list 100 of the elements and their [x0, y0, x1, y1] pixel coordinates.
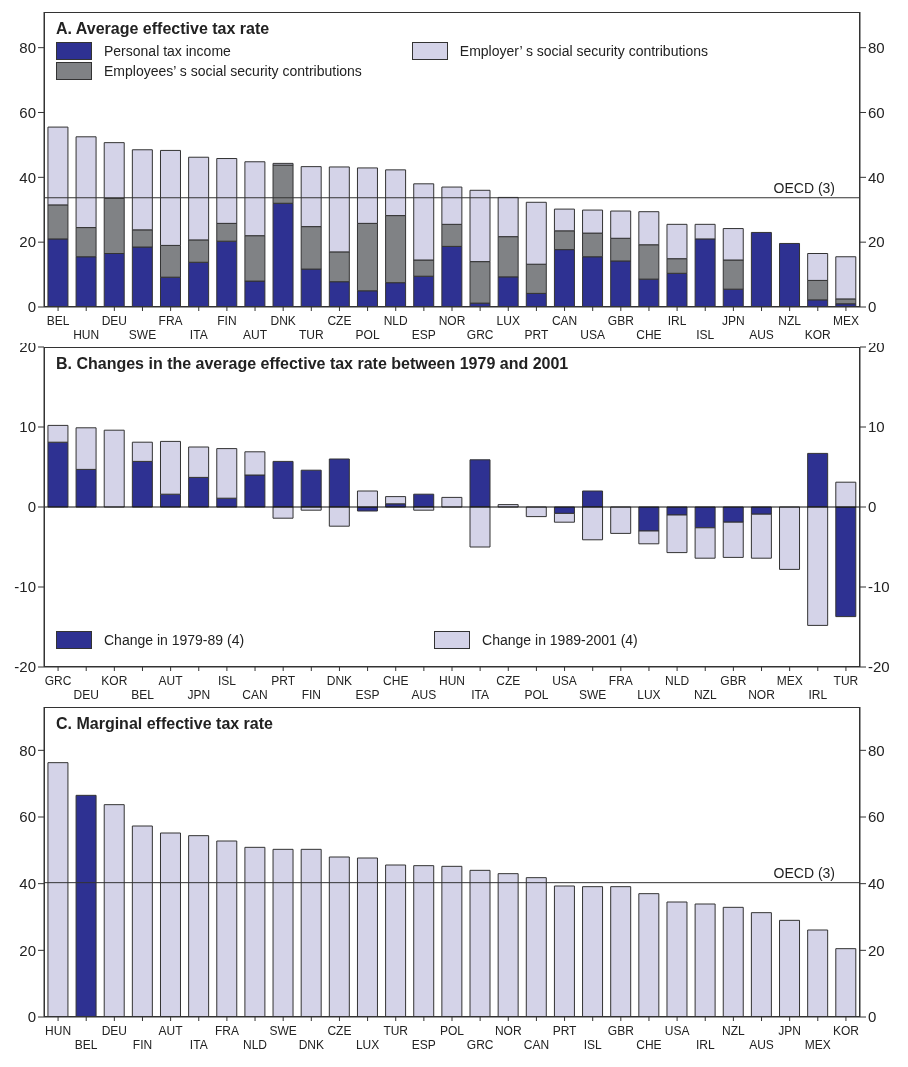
x-tick-label: DNK [298, 1038, 324, 1052]
x-tick-label: PRT [552, 1024, 578, 1038]
y-tick-label: 40 [19, 874, 36, 892]
x-tick-label: BEL [131, 688, 155, 702]
x-tick-label: NLD [243, 1038, 268, 1052]
ref-line-label: OECD (3) [773, 179, 835, 196]
x-tick-label: CZE [496, 674, 521, 688]
x-tick-label: HUN [73, 328, 100, 342]
y2-tick-label: 0 [868, 298, 877, 316]
x-tick-label: IRL [808, 688, 828, 702]
y2-tick-label: 0 [868, 1008, 877, 1026]
x-tick-label: ISL [696, 328, 715, 342]
x-tick-label: USA [552, 674, 577, 688]
y2-tick-label: 0 [868, 498, 877, 516]
y-tick-label: 60 [19, 103, 36, 121]
x-tick-label: GBR [607, 1024, 635, 1038]
x-tick-label: TUR [298, 328, 324, 342]
y2-tick-label: -20 [868, 658, 890, 676]
x-tick-label: NOR [494, 1024, 522, 1038]
x-tick-label: DEU [101, 314, 128, 328]
legend-label: Employees’ s social security contributions [104, 63, 362, 79]
x-tick-label: GRC [466, 328, 494, 342]
x-tick-label: KOR [832, 1024, 860, 1038]
x-tick-label: ITA [189, 1038, 208, 1052]
x-tick-label: CHE [383, 674, 409, 688]
x-tick-label: POL [439, 1024, 465, 1038]
x-tick-label: AUT [158, 1024, 184, 1038]
x-tick-label: JPN [778, 1024, 801, 1038]
x-tick-label: ITA [189, 328, 208, 342]
x-tick-label: AUS [749, 1038, 774, 1052]
x-tick-label: CAN [523, 1038, 550, 1052]
y2-tick-label: 20 [868, 941, 885, 959]
x-tick-label: NZL [693, 688, 717, 702]
text: A. Average effective tax rate [56, 20, 271, 38]
x-tick-label: AUS [749, 328, 774, 342]
x-tick-label: MEX [832, 314, 859, 328]
x-tick-label: USA [580, 328, 606, 342]
y2-tick-label: 40 [868, 874, 885, 892]
y-tick-label: -20 [14, 658, 36, 676]
text: B. Changes in the average effective tax rate between 1979 and 2001 [56, 355, 570, 373]
x-tick-label: GRC [44, 674, 72, 688]
x-tick-label: KOR [101, 674, 128, 688]
x-tick-label: PRT [524, 328, 549, 342]
y-tick-label: 20 [19, 941, 36, 959]
x-tick-label: HUN [45, 1024, 72, 1038]
x-tick-label: FRA [214, 1024, 239, 1038]
y-tick-label: 60 [19, 808, 36, 826]
x-tick-label: NLD [383, 314, 409, 328]
x-tick-label: IRL [695, 1038, 715, 1052]
legend-label: Change in 1979-89 (4) [104, 632, 245, 648]
x-tick-label: AUT [243, 328, 268, 342]
x-tick-label: KOR [804, 328, 832, 342]
x-tick-label: BEL [46, 314, 70, 328]
x-tick-label: TUR [383, 1024, 409, 1038]
x-tick-label: ESP [411, 1038, 436, 1052]
x-tick-label: CZE [327, 1024, 352, 1038]
x-tick-label: SWE [579, 688, 607, 702]
text: C. Marginal effective tax rate [56, 715, 274, 733]
x-tick-label: NLD [665, 674, 690, 688]
x-tick-label: SWE [128, 328, 157, 342]
x-tick-label: NZL [778, 314, 802, 328]
x-tick-label: ISL [583, 1038, 603, 1052]
y2-tick-label: 80 [868, 38, 885, 56]
x-tick-label: SWE [269, 1024, 297, 1038]
x-tick-label: MEX [804, 1038, 831, 1052]
y-tick-label: 0 [27, 1008, 36, 1026]
y-tick-label: 0 [27, 498, 36, 516]
y2-tick-label: 80 [868, 741, 885, 759]
x-tick-label: JPN [722, 314, 745, 328]
y-tick-label: 20 [19, 233, 36, 251]
x-tick-label: BEL [74, 1038, 98, 1052]
x-tick-label: FRA [158, 314, 183, 328]
x-tick-label: NZL [722, 1024, 746, 1038]
y-tick-label: -10 [14, 578, 36, 596]
x-tick-label: HUN [439, 674, 465, 688]
y-tick-label: 40 [19, 168, 36, 186]
x-tick-label: DEU [73, 688, 99, 702]
y-tick-label: 0 [27, 298, 36, 316]
x-tick-label: POL [524, 688, 549, 702]
x-tick-label: GBR [607, 314, 635, 328]
x-tick-label: CHE [636, 1038, 662, 1052]
legend-label: Personal tax income [104, 43, 231, 59]
x-tick-label: ISL [217, 674, 237, 688]
x-tick-label: CZE [327, 314, 352, 328]
x-tick-label: GRC [466, 1038, 494, 1052]
x-tick-label: TUR [833, 674, 859, 688]
x-tick-label: LUX [496, 314, 520, 328]
x-tick-label: AUT [158, 674, 184, 688]
x-tick-label: IRL [667, 314, 687, 328]
x-tick-label: CAN [242, 688, 268, 702]
x-tick-label: POL [355, 328, 380, 342]
x-tick-label: FRA [608, 674, 633, 688]
x-tick-label: FIN [217, 314, 237, 328]
x-tick-label: FIN [301, 688, 321, 702]
ref-line-label: OECD (3) [773, 864, 835, 881]
x-tick-label: LUX [637, 688, 661, 702]
x-tick-label: ESP [355, 688, 380, 702]
x-tick-label: CAN [551, 314, 578, 328]
y2-tick-label: 10 [868, 418, 885, 436]
y2-tick-label: 40 [868, 168, 885, 186]
